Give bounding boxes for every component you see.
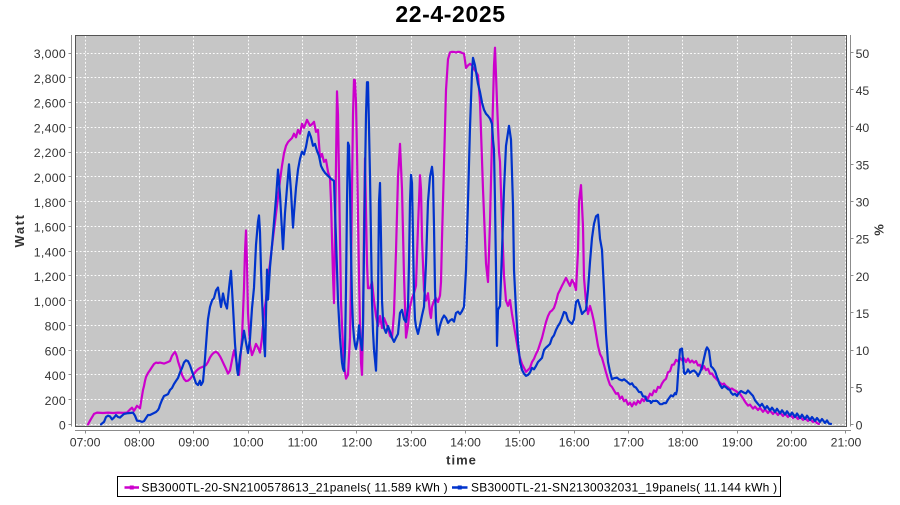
svg-text:17:00: 17:00 (613, 435, 644, 449)
svg-text:2,800: 2,800 (34, 72, 66, 86)
svg-text:13:00: 13:00 (396, 435, 427, 449)
svg-text:%: % (871, 224, 886, 236)
svg-text:2,600: 2,600 (34, 97, 66, 111)
svg-text:600: 600 (45, 344, 66, 358)
svg-text:1,200: 1,200 (34, 270, 66, 284)
svg-text:400: 400 (45, 369, 66, 383)
svg-text:18:00: 18:00 (668, 435, 699, 449)
svg-text:SB3000TL-21-SN2130032031_19pan: SB3000TL-21-SN2130032031_19panels( 11.14… (471, 480, 777, 494)
svg-text:35: 35 (856, 158, 870, 172)
svg-text:11:00: 11:00 (288, 435, 318, 449)
svg-text:25: 25 (856, 233, 870, 247)
svg-text:1,600: 1,600 (34, 221, 66, 235)
svg-text:0: 0 (59, 419, 66, 433)
svg-text:07:00: 07:00 (70, 435, 101, 449)
svg-text:0: 0 (856, 419, 863, 433)
svg-text:19:00: 19:00 (722, 435, 753, 449)
svg-text:20: 20 (856, 270, 870, 284)
svg-text:10:00: 10:00 (233, 435, 264, 449)
svg-text:time: time (446, 453, 477, 468)
svg-text:14:00: 14:00 (450, 435, 481, 449)
svg-text:200: 200 (45, 394, 66, 408)
svg-text:10: 10 (856, 344, 870, 358)
svg-text:20:00: 20:00 (776, 435, 807, 449)
svg-text:21:00: 21:00 (831, 435, 862, 449)
svg-text:12:00: 12:00 (342, 435, 373, 449)
svg-text:09:00: 09:00 (178, 435, 209, 449)
svg-text:1,800: 1,800 (34, 196, 66, 210)
svg-text:2,000: 2,000 (34, 171, 66, 185)
svg-text:3,000: 3,000 (34, 47, 66, 61)
svg-text:45: 45 (856, 84, 870, 98)
svg-text:Watt: Watt (12, 213, 27, 247)
svg-text:15:00: 15:00 (505, 435, 536, 449)
svg-text:40: 40 (856, 121, 870, 135)
svg-text:50: 50 (856, 47, 870, 61)
svg-text:16:00: 16:00 (559, 435, 590, 449)
svg-text:22-4-2025: 22-4-2025 (395, 1, 505, 27)
svg-text:SB3000TL-20-SN2100578613_21pan: SB3000TL-20-SN2100578613_21panels( 11.58… (142, 480, 448, 494)
svg-text:08:00: 08:00 (124, 435, 155, 449)
svg-text:2,400: 2,400 (34, 122, 66, 136)
svg-text:30: 30 (856, 196, 870, 210)
svg-text:15: 15 (856, 307, 870, 321)
svg-text:1,000: 1,000 (34, 295, 66, 309)
svg-text:2,200: 2,200 (34, 146, 66, 160)
svg-text:5: 5 (856, 381, 863, 395)
svg-text:800: 800 (45, 320, 66, 334)
svg-text:1,400: 1,400 (34, 245, 66, 259)
